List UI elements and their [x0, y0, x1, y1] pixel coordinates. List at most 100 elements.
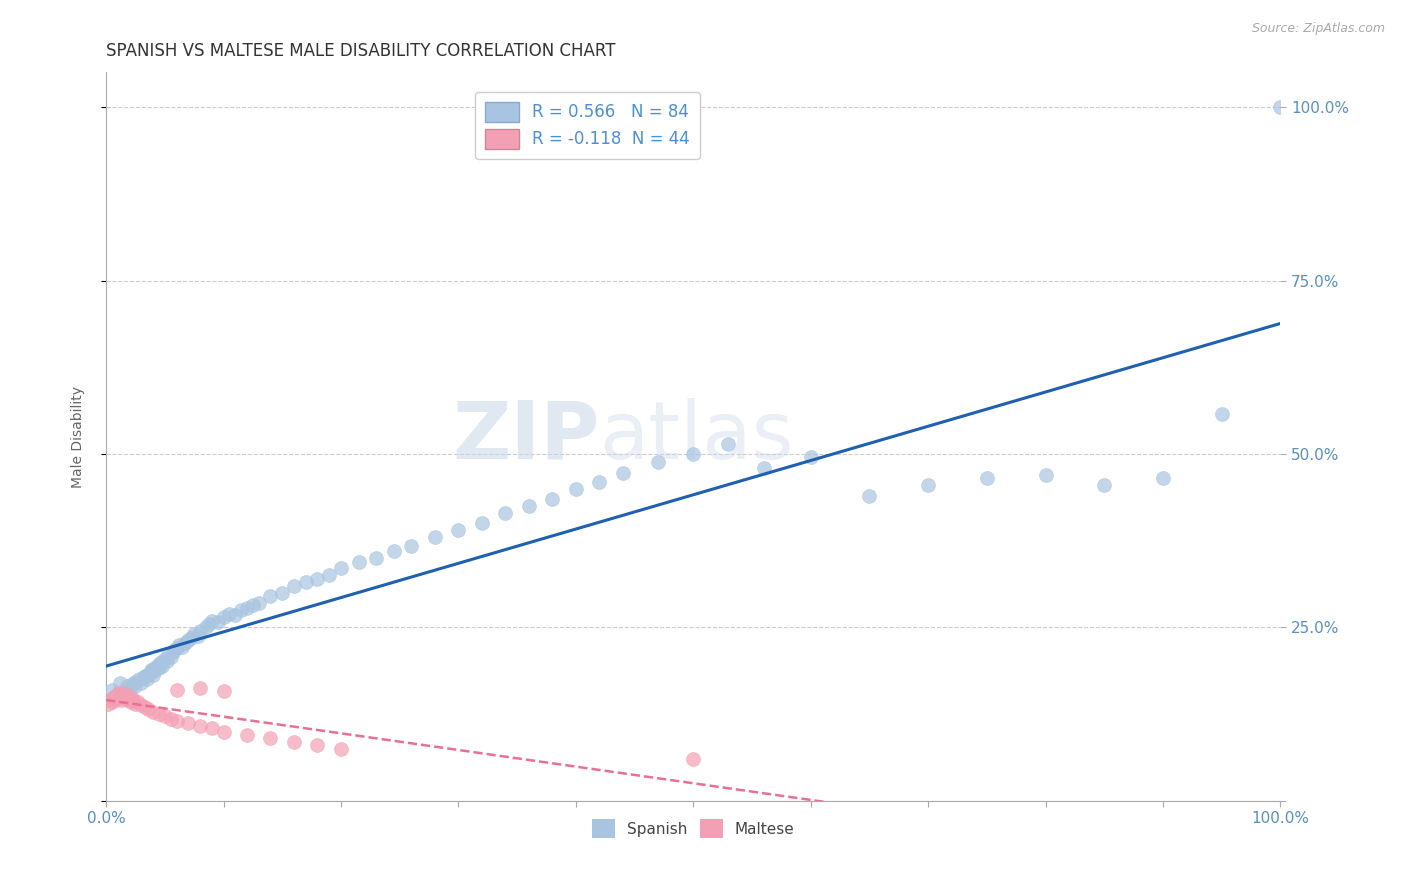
Point: [108, 686, 131, 700]
Point: [588, 475, 610, 489]
Point: [236, 728, 259, 742]
Point: [134, 669, 156, 683]
Point: [142, 667, 165, 681]
Point: [447, 524, 470, 538]
Point: [1092, 478, 1115, 492]
Point: [494, 506, 516, 520]
Point: [108, 676, 131, 690]
Point: [108, 690, 131, 704]
Point: [101, 695, 124, 709]
Point: [148, 707, 170, 722]
Point: [682, 447, 704, 461]
Point: [218, 607, 240, 621]
Point: [347, 555, 370, 569]
Point: [112, 684, 135, 698]
Text: atlas: atlas: [599, 398, 793, 475]
Point: [242, 599, 264, 613]
Point: [236, 601, 259, 615]
Point: [111, 689, 134, 703]
Point: [104, 693, 127, 707]
Point: [127, 695, 149, 709]
Point: [100, 693, 122, 707]
Point: [101, 691, 124, 706]
Point: [212, 684, 235, 698]
Point: [124, 674, 146, 689]
Point: [180, 631, 202, 645]
Point: [647, 455, 669, 469]
Point: [166, 641, 188, 656]
Point: [201, 721, 224, 735]
Point: [207, 615, 229, 629]
Point: [124, 697, 146, 711]
Point: [138, 702, 160, 716]
Point: [120, 695, 142, 709]
Text: SPANISH VS MALTESE MALE DISABILITY CORRELATION CHART: SPANISH VS MALTESE MALE DISABILITY CORRE…: [105, 42, 616, 60]
Point: [132, 670, 155, 684]
Point: [121, 691, 143, 706]
Point: [157, 648, 180, 663]
Point: [318, 568, 340, 582]
Point: [188, 681, 211, 696]
Point: [271, 586, 294, 600]
Point: [173, 636, 195, 650]
Point: [752, 461, 775, 475]
Point: [307, 572, 329, 586]
Point: [110, 693, 132, 707]
Point: [145, 664, 167, 678]
Point: [201, 614, 224, 628]
Point: [107, 691, 129, 706]
Point: [145, 658, 167, 673]
Point: [115, 693, 138, 707]
Point: [259, 589, 281, 603]
Point: [976, 471, 998, 485]
Point: [517, 499, 540, 513]
Point: [153, 709, 176, 723]
Point: [423, 530, 446, 544]
Point: [105, 689, 128, 703]
Point: [541, 492, 564, 507]
Point: [134, 700, 156, 714]
Point: [150, 655, 173, 669]
Point: [103, 690, 125, 704]
Point: [121, 677, 143, 691]
Point: [1035, 467, 1057, 482]
Point: [142, 662, 165, 676]
Point: [198, 617, 221, 632]
Point: [194, 620, 217, 634]
Point: [167, 638, 190, 652]
Point: [177, 632, 200, 647]
Point: [122, 693, 145, 707]
Point: [212, 724, 235, 739]
Point: [159, 649, 181, 664]
Point: [139, 664, 162, 678]
Point: [187, 629, 209, 643]
Point: [172, 640, 194, 654]
Point: [128, 673, 150, 687]
Text: Source: ZipAtlas.com: Source: ZipAtlas.com: [1251, 22, 1385, 36]
Point: [1270, 100, 1292, 114]
Point: [166, 714, 188, 728]
Point: [107, 686, 129, 700]
Point: [471, 516, 494, 531]
Point: [118, 681, 141, 696]
Point: [177, 716, 200, 731]
Point: [294, 575, 316, 590]
Point: [136, 673, 159, 687]
Point: [1152, 471, 1174, 485]
Point: [247, 596, 270, 610]
Point: [229, 603, 252, 617]
Point: [1211, 407, 1233, 421]
Point: [162, 645, 184, 659]
Point: [142, 705, 165, 719]
Point: [382, 544, 405, 558]
Point: [612, 467, 634, 481]
Point: [259, 731, 281, 746]
Point: [138, 665, 160, 680]
Point: [682, 752, 704, 766]
Point: [188, 719, 211, 733]
Point: [118, 693, 141, 707]
Point: [131, 698, 153, 713]
Point: [283, 735, 305, 749]
Point: [97, 697, 120, 711]
Point: [159, 712, 181, 726]
